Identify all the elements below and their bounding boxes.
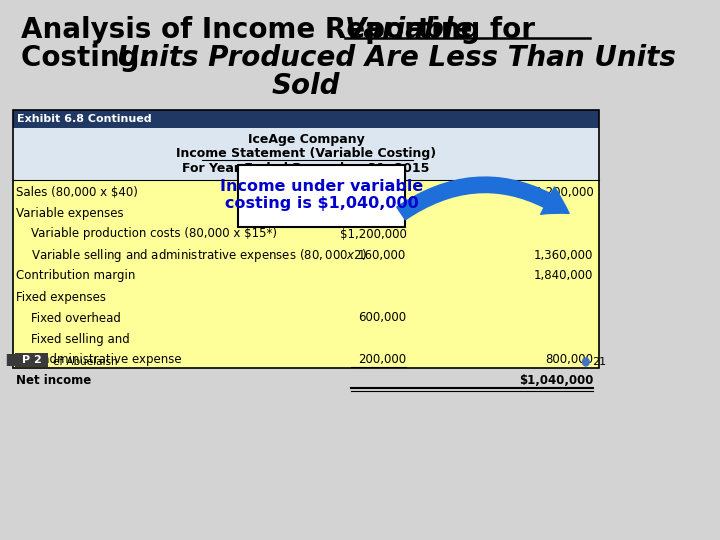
Text: Contribution margin: Contribution margin: [16, 269, 135, 282]
Text: 160,000: 160,000: [358, 248, 406, 261]
Text: 1,840,000: 1,840,000: [534, 269, 593, 282]
Text: Costing:: Costing:: [22, 44, 170, 72]
Text: IceAge Company: IceAge Company: [248, 132, 364, 145]
Bar: [13, 128, 600, 180]
Text: Sales (80,000 x $40): Sales (80,000 x $40): [16, 186, 138, 199]
Text: 200,000: 200,000: [359, 354, 406, 367]
Text: Fixed expenses: Fixed expenses: [16, 291, 106, 303]
Bar: [13, 110, 600, 368]
FancyBboxPatch shape: [238, 165, 405, 227]
Text: P 2: P 2: [22, 355, 41, 365]
Text: Variable production costs (80,000 x $15*): Variable production costs (80,000 x $15*…: [32, 227, 277, 240]
Text: administrative expense: administrative expense: [32, 354, 182, 367]
Text: Sold: Sold: [272, 72, 341, 100]
Text: Analysis of Income Reporting for: Analysis of Income Reporting for: [22, 16, 545, 44]
Text: For Year Ended December 31, 2015: For Year Ended December 31, 2015: [182, 163, 430, 176]
Text: Fixed overhead: Fixed overhead: [32, 312, 122, 325]
Text: Variable expenses: Variable expenses: [16, 206, 124, 219]
Text: Net income: Net income: [16, 375, 91, 388]
Text: $1,040,000: $1,040,000: [519, 375, 593, 388]
Text: 800,000: 800,000: [546, 354, 593, 367]
Text: Variable selling and administrative expenses ($80,000 x $2): Variable selling and administrative expe…: [32, 246, 367, 264]
Text: Income under variable
costing is $1,040,000: Income under variable costing is $1,040,…: [220, 179, 423, 211]
Text: Units Produced Are Less Than Units: Units Produced Are Less Than Units: [117, 44, 676, 72]
Circle shape: [582, 358, 589, 366]
Text: 1,360,000: 1,360,000: [534, 248, 593, 261]
Text: ef Abuelaish: ef Abuelaish: [53, 357, 117, 367]
Text: Income Statement (Variable Costing): Income Statement (Variable Costing): [176, 147, 436, 160]
Bar: [13, 110, 600, 128]
Text: Variable: Variable: [345, 16, 474, 44]
Text: 600,000: 600,000: [359, 312, 406, 325]
Text: $1,200,000: $1,200,000: [340, 227, 406, 240]
Text: Fixed selling and: Fixed selling and: [32, 333, 130, 346]
FancyArrow shape: [6, 353, 22, 367]
Bar: [13, 180, 600, 368]
Text: $3,200,000: $3,200,000: [527, 186, 593, 199]
Text: 21: 21: [593, 357, 607, 367]
Text: Exhibit 6.8 Continued: Exhibit 6.8 Continued: [17, 114, 152, 124]
Bar: [15, 353, 48, 367]
FancyArrowPatch shape: [397, 177, 569, 220]
